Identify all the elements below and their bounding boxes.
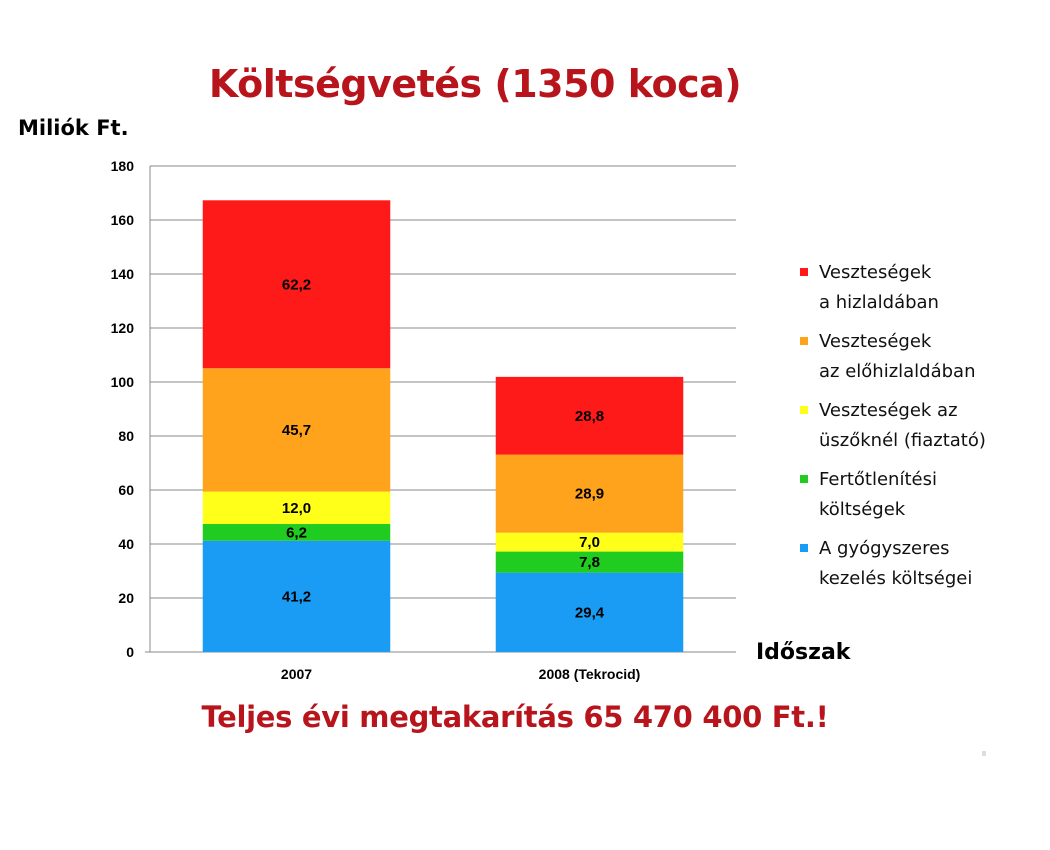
bar-segment [202, 200, 391, 369]
bar-segment [495, 376, 684, 455]
corner-mark [982, 751, 986, 756]
legend-swatch [800, 406, 808, 414]
y-tick-label: 120 [111, 320, 135, 336]
legend-label: Veszteségek az üszőknél (fiaztató) [819, 400, 986, 451]
data-label: 62,2 [282, 276, 311, 293]
legend-label: Veszteségek a hizlaldában [819, 262, 939, 313]
data-label: 29,4 [575, 604, 605, 621]
legend-label: Veszteségek az előhizlaldában [819, 331, 976, 382]
bar-segment [202, 491, 391, 525]
y-tick-label: 80 [118, 428, 134, 444]
legend-label: Fertőtlenítési költségek [819, 469, 937, 520]
bar-segment [202, 524, 391, 541]
y-axis-label: Miliók Ft. [18, 116, 129, 140]
data-label: 12,0 [282, 500, 311, 517]
data-label: 7,0 [579, 534, 600, 551]
legend-item: Fertőtlenítési költségek [800, 465, 1040, 534]
savings-footer: Teljes évi megtakarítás 65 470 400 Ft.! [201, 700, 829, 734]
bar-segment [202, 368, 391, 492]
y-tick-label: 40 [118, 536, 134, 552]
x-tick-label: 2008 (Tekrocid) [539, 666, 641, 682]
legend-swatch [800, 337, 808, 345]
data-label: 6,2 [286, 524, 307, 541]
chart-title: Költségvetés (1350 koca) [208, 62, 742, 106]
x-tick-label: 2007 [281, 666, 312, 682]
data-label: 28,8 [575, 408, 604, 425]
y-tick-label: 60 [118, 482, 134, 498]
legend-item: Veszteségek a hizlaldában [800, 258, 1040, 327]
data-label: 28,9 [575, 486, 604, 503]
bar-segment [202, 540, 391, 652]
legend-item: A gyógyszeres kezelés költségei [800, 534, 1040, 603]
bar-segment [495, 532, 684, 552]
y-tick-label: 0 [126, 644, 134, 660]
legend-label: A gyógyszeres kezelés költségei [819, 538, 973, 589]
legend-swatch [800, 268, 808, 276]
y-tick-label: 140 [111, 266, 135, 282]
y-tick-label: 20 [118, 590, 134, 606]
x-axis-label: Időszak [756, 640, 851, 665]
legend-swatch [800, 544, 808, 552]
data-label: 7,8 [579, 554, 600, 571]
legend-item: Veszteségek az üszőknél (fiaztató) [800, 396, 1040, 465]
legend-item: Veszteségek az előhizlaldában [800, 327, 1040, 396]
y-tick-label: 160 [111, 212, 135, 228]
y-tick-label: 100 [111, 374, 135, 390]
bar-segment [495, 454, 684, 533]
bar-segment [495, 551, 684, 573]
y-tick-label: 180 [111, 158, 135, 174]
data-label: 45,7 [282, 422, 311, 439]
chart-legend: Veszteségek a hizlaldában Veszteségek az … [800, 258, 1040, 603]
bar-segment [495, 572, 684, 652]
data-label: 41,2 [282, 588, 311, 605]
legend-swatch [800, 475, 808, 483]
